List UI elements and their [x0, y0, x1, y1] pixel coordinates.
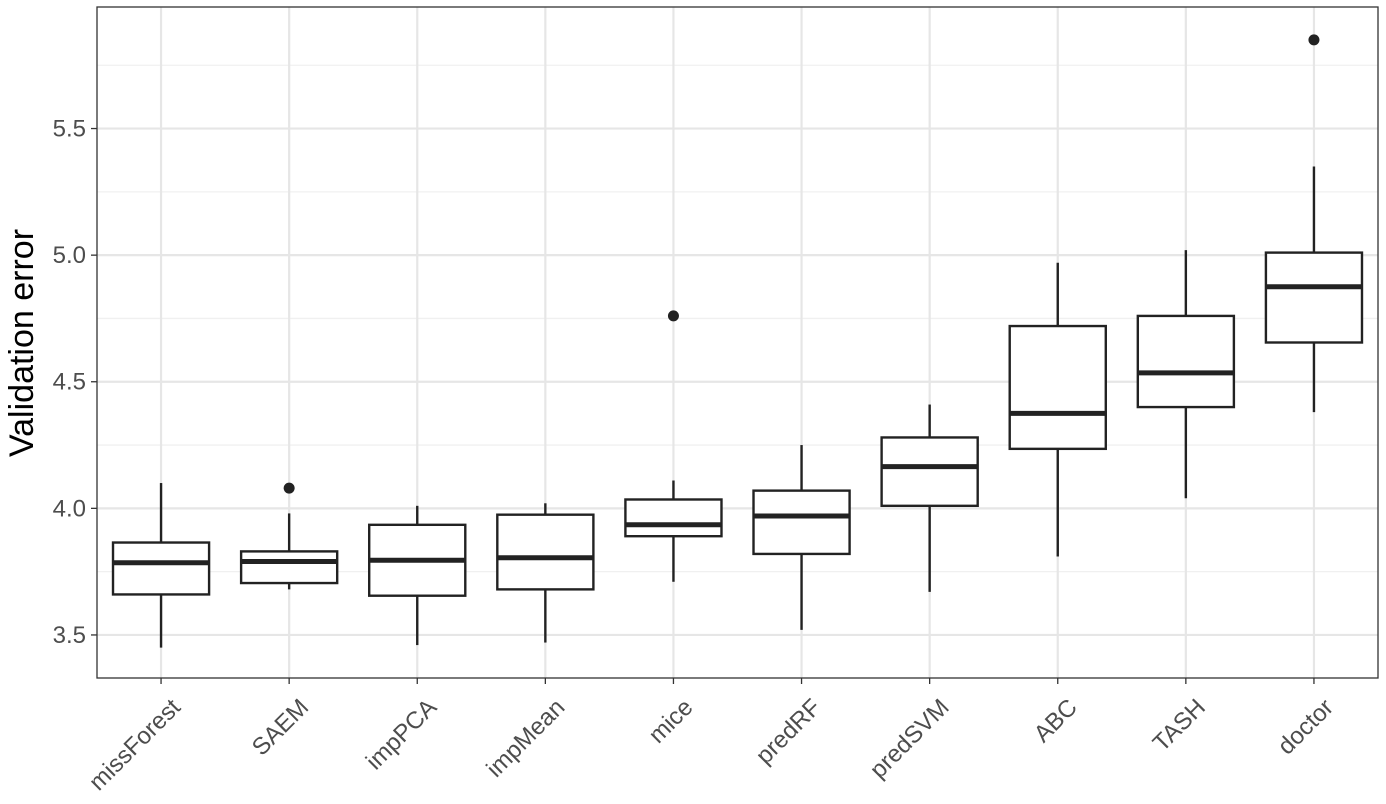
outlier-point [667, 310, 679, 322]
x-tick-label: predSVM [865, 694, 955, 784]
box-body [880, 436, 979, 508]
box-body [1264, 251, 1364, 344]
box-body [752, 489, 851, 556]
x-tick-label: SAEM [247, 694, 314, 761]
x-tick-label: doctor [1273, 694, 1339, 760]
y-tick-label: 3.5 [53, 622, 86, 649]
box-SAEM [239, 482, 339, 590]
box-impMean [496, 503, 595, 643]
panel-border [96, 6, 1379, 679]
y-tick-label: 5.5 [53, 116, 86, 143]
box-doctor [1264, 34, 1364, 413]
y-tick-label: 4.0 [53, 495, 86, 522]
box-ABC [1008, 262, 1107, 557]
x-tick-label: ABC [1029, 694, 1083, 748]
outlier-point [283, 482, 295, 494]
x-axis: missForest SAEM impPCA impMean mice predRF pre… [84, 678, 1339, 796]
box-missForest [111, 483, 211, 648]
x-tick-label: TASH [1148, 694, 1211, 757]
box-predSVM [880, 404, 979, 592]
y-tick-label: 5.0 [53, 242, 86, 269]
y-axis-title: Validation error [3, 229, 41, 457]
box-mice [624, 310, 723, 582]
box-body [111, 541, 211, 596]
boxes [111, 34, 1364, 648]
box-body [496, 513, 595, 591]
box-body [1136, 314, 1236, 409]
x-tick-label: mice [643, 694, 698, 749]
box-body [624, 498, 723, 538]
y-axis: 3.5 4.0 4.5 5.0 5.5 [53, 116, 97, 649]
x-tick-label: predRF [751, 694, 827, 770]
x-tick-label: impMean [481, 694, 570, 783]
box-impPCA [368, 505, 467, 646]
box-body [1008, 324, 1107, 451]
box-predRF [752, 445, 851, 630]
outlier-point [1308, 34, 1320, 46]
box-body [239, 550, 339, 585]
y-tick-label: 4.5 [53, 369, 86, 396]
box-TASH [1136, 250, 1236, 499]
x-tick-label: missForest [84, 694, 186, 796]
x-tick-label: impPCA [361, 694, 442, 775]
